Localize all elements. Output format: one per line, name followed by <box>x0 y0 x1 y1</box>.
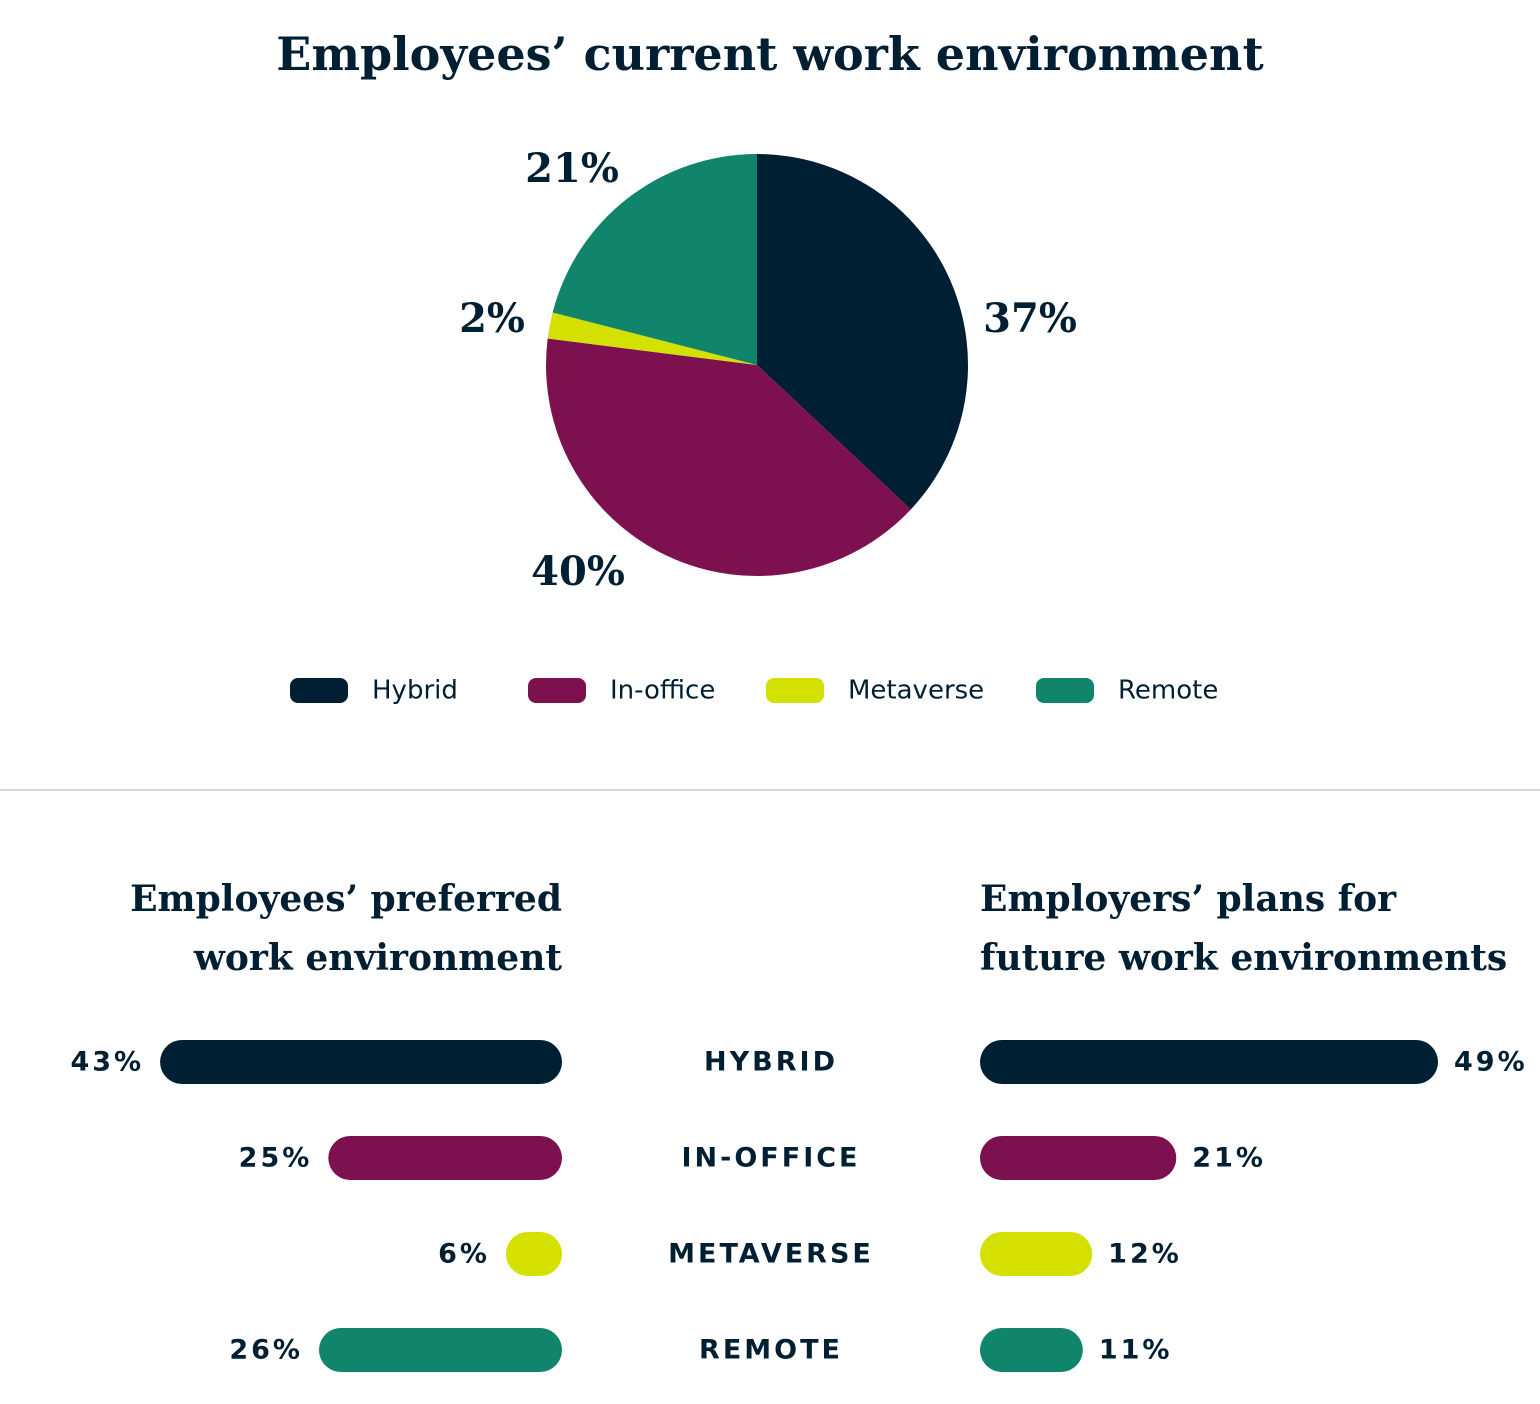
category-label: METAVERSE <box>668 1239 874 1270</box>
data-label: 37% <box>983 295 1077 342</box>
pie-slice <box>547 312 757 365</box>
data-label: 49% <box>1454 1047 1528 1078</box>
bar <box>980 1328 1083 1372</box>
bar <box>980 1040 1438 1084</box>
bar <box>505 1232 562 1276</box>
data-label: 11% <box>1099 1335 1173 1366</box>
data-label: 40% <box>531 548 625 595</box>
bar <box>980 1232 1093 1276</box>
legend-swatch <box>290 678 348 703</box>
chart-title: Employees’ current work environment <box>276 27 1264 81</box>
bar <box>318 1328 562 1372</box>
pie-slice <box>757 154 969 510</box>
category-label: HYBRID <box>704 1047 838 1078</box>
chart-title: future work environments <box>980 937 1507 979</box>
pie-slice <box>546 338 911 577</box>
legend-label: Metaverse <box>848 676 984 706</box>
legend-swatch <box>528 678 586 703</box>
bar <box>160 1040 562 1084</box>
data-label: 21% <box>525 145 619 192</box>
chart-title: work environment <box>193 937 562 979</box>
data-label: 26% <box>229 1335 303 1366</box>
legend-swatch <box>766 678 824 703</box>
category-label: REMOTE <box>699 1335 843 1366</box>
data-label: 12% <box>1108 1239 1182 1270</box>
data-label: 43% <box>70 1047 144 1078</box>
legend-label: Hybrid <box>372 676 458 706</box>
chart-title: Employees’ preferred <box>130 878 562 920</box>
data-label: 6% <box>438 1239 490 1270</box>
pie-slice <box>552 154 757 365</box>
legend-label: Remote <box>1118 676 1218 706</box>
category-label: IN-OFFICE <box>682 1143 861 1174</box>
bar <box>980 1136 1177 1180</box>
chart-title: Employers’ plans for <box>980 878 1397 920</box>
legend-label: In-office <box>610 676 715 706</box>
data-label: 2% <box>459 295 525 342</box>
data-label: 21% <box>1192 1143 1266 1174</box>
data-label: 25% <box>239 1143 313 1174</box>
bar <box>328 1136 562 1180</box>
legend-swatch <box>1036 678 1094 703</box>
